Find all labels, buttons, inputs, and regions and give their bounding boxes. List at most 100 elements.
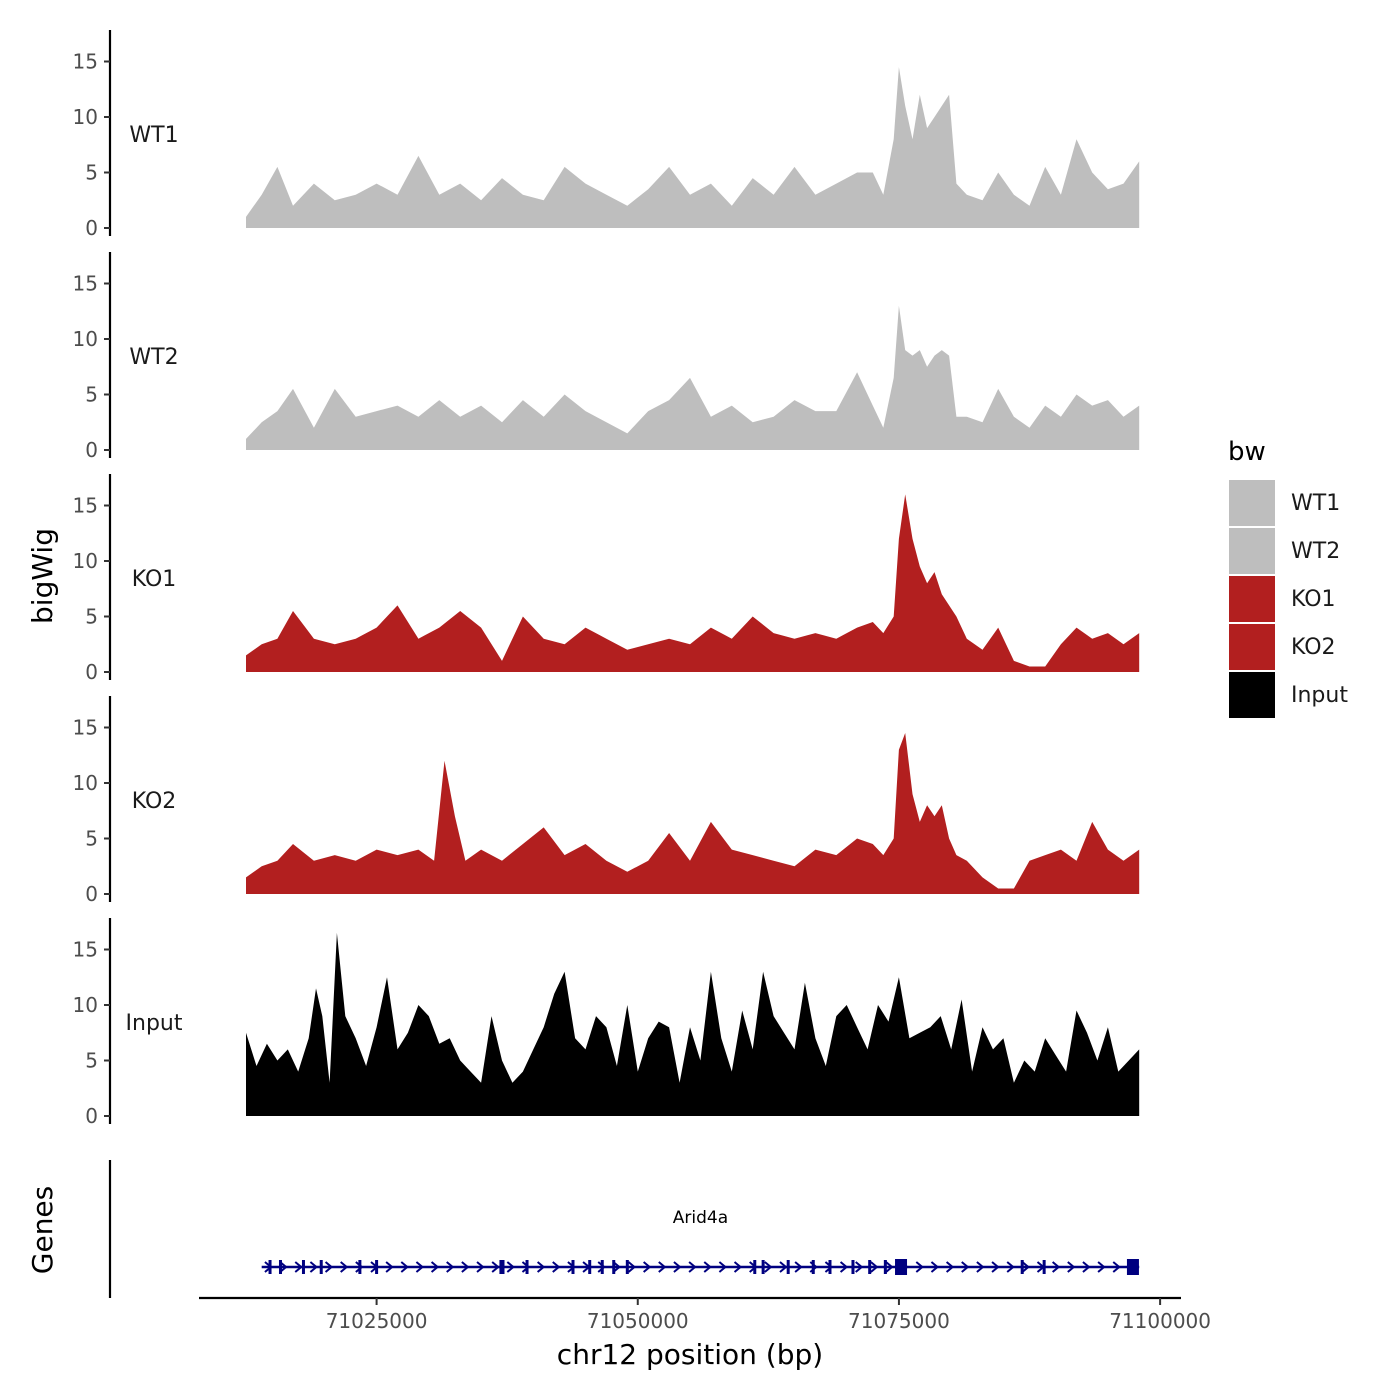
legend-key-wt2 xyxy=(1229,528,1275,574)
strand-arrow-icon xyxy=(461,1261,470,1273)
gene-exon xyxy=(319,1260,323,1274)
strand-arrow-icon xyxy=(733,1261,743,1273)
y-tick-label: 10 xyxy=(73,105,98,129)
strand-arrow-icon xyxy=(415,1261,424,1273)
gene-exon xyxy=(501,1260,505,1274)
strand-arrow-icon xyxy=(1082,1261,1091,1273)
strand-arrow-icon xyxy=(870,1261,879,1273)
strand-arrow-icon xyxy=(446,1261,455,1273)
gene-exon xyxy=(851,1260,855,1274)
gene-exon xyxy=(375,1260,379,1274)
legend-title: bw xyxy=(1228,437,1266,467)
gene-exon xyxy=(600,1260,604,1274)
gene-exon xyxy=(612,1260,616,1274)
strand-arrow-icon xyxy=(309,1261,318,1273)
strand-arrow-icon xyxy=(340,1261,349,1273)
x-tick-label: 71025000 xyxy=(326,1309,428,1333)
gene-exon xyxy=(499,1260,503,1274)
strand-arrow-icon xyxy=(658,1261,667,1273)
y-tick-label: 5 xyxy=(85,161,98,185)
legend-key-ko1 xyxy=(1229,576,1275,622)
gene-exon xyxy=(268,1260,272,1274)
x-tick-label: 71100000 xyxy=(1109,1309,1211,1333)
genes-track-label: Genes xyxy=(26,1186,59,1274)
y-tick-label: 10 xyxy=(73,327,98,351)
gene-exon xyxy=(868,1260,872,1274)
strand-arrow-icon xyxy=(536,1261,546,1273)
track-ko1: 0 5 10 15 KO1 xyxy=(73,474,1140,684)
strand-arrow-icon xyxy=(385,1261,394,1273)
strand-arrow-icon xyxy=(703,1261,712,1273)
track-wt2: 0 5 10 15 WT2 xyxy=(73,252,1140,462)
strand-arrow-icon xyxy=(1067,1261,1076,1273)
legend-key-wt1 xyxy=(1229,480,1275,526)
y-tick-label: 0 xyxy=(85,660,98,684)
strand-arrow-icon xyxy=(945,1261,955,1273)
gene-exon xyxy=(828,1260,832,1274)
strand-arrow-icon xyxy=(688,1261,697,1273)
gene-exon xyxy=(786,1260,790,1274)
strand-arrow-icon xyxy=(915,1261,924,1273)
strand-arrow-icon xyxy=(1097,1261,1106,1273)
strand-arrow-icon xyxy=(1006,1261,1015,1273)
gene-name-label: Arid4a xyxy=(673,1208,728,1228)
gene-exon xyxy=(301,1260,305,1274)
y-tick-label: 5 xyxy=(85,1049,98,1073)
track-ko2: 0 5 10 15 KO2 xyxy=(73,696,1140,906)
signal-area-input xyxy=(246,932,1140,1116)
signal-area-wt1 xyxy=(246,67,1140,228)
y-tick-label: 15 xyxy=(73,272,98,296)
strand-arrow-icon xyxy=(1021,1261,1030,1273)
gene-exon xyxy=(358,1260,362,1274)
y-tick-label: 0 xyxy=(85,882,98,906)
y-tick-label: 5 xyxy=(85,383,98,407)
gene-exon-large xyxy=(895,1259,908,1275)
legend-label-wt1: WT1 xyxy=(1291,491,1340,516)
gene-exon xyxy=(278,1260,282,1274)
track-label: Input xyxy=(126,1011,183,1036)
track-label: WT1 xyxy=(129,123,178,148)
y-tick-label: 15 xyxy=(73,50,98,74)
y-tick-label: 15 xyxy=(73,494,98,518)
signal-area-ko2 xyxy=(246,733,1140,894)
gene-exon xyxy=(588,1260,592,1274)
y-tick-label: 10 xyxy=(73,993,98,1017)
strand-arrow-icon xyxy=(779,1261,788,1273)
x-tick-label: 71050000 xyxy=(587,1309,689,1333)
track-label: KO1 xyxy=(132,567,177,592)
legend-key-input xyxy=(1229,672,1275,718)
track-label: WT2 xyxy=(129,345,178,370)
strand-arrow-icon xyxy=(612,1261,621,1273)
gene-exon xyxy=(883,1260,887,1274)
legend-label-input: Input xyxy=(1291,683,1348,708)
y-tick-label: 15 xyxy=(73,716,98,740)
strand-arrow-icon xyxy=(794,1261,803,1273)
x-axis-title: chr12 position (bp) xyxy=(557,1338,823,1371)
strand-arrow-icon xyxy=(476,1261,485,1273)
strand-arrow-icon xyxy=(885,1261,894,1273)
gene-exon xyxy=(761,1260,765,1274)
y-tick-label: 0 xyxy=(85,216,98,240)
legend-label-ko1: KO1 xyxy=(1291,587,1336,612)
x-axis: 71025000 71050000 71075000 71100000 xyxy=(199,1296,1211,1333)
y-tick-label: 0 xyxy=(85,1104,98,1128)
strand-arrow-icon xyxy=(991,1261,1000,1273)
strand-arrow-icon xyxy=(673,1261,682,1273)
strand-arrow-icon xyxy=(552,1261,561,1273)
track-label: KO2 xyxy=(132,789,177,814)
legend-key-ko2 xyxy=(1229,624,1275,670)
strand-arrow-icon xyxy=(961,1261,970,1273)
strand-arrow-icon xyxy=(839,1261,849,1273)
strand-arrow-icon xyxy=(930,1261,940,1273)
signal-area-wt2 xyxy=(246,305,1140,450)
legend-label-wt2: WT2 xyxy=(1291,539,1340,564)
strand-arrow-icon xyxy=(627,1261,637,1273)
gene-exon xyxy=(1020,1260,1024,1274)
y-tick-label: 10 xyxy=(73,549,98,573)
y-tick-label: 0 xyxy=(85,438,98,462)
strand-arrow-icon xyxy=(279,1261,288,1273)
strand-arrow-icon xyxy=(294,1261,303,1273)
strand-arrow-icon xyxy=(764,1261,773,1273)
strand-arrow-icon xyxy=(491,1261,500,1273)
